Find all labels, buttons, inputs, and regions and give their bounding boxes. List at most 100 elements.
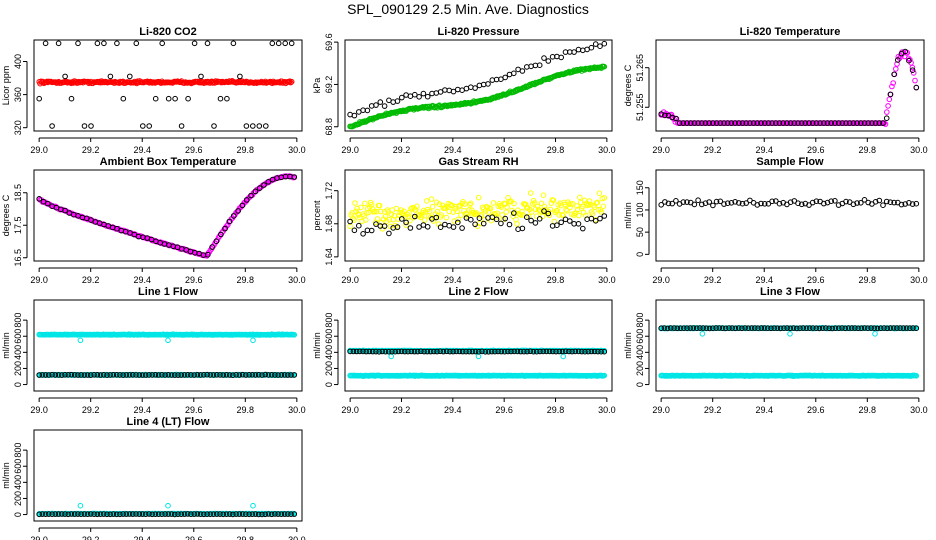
overlay-point xyxy=(821,120,827,126)
overlay-point xyxy=(511,70,517,77)
overlay-point xyxy=(155,511,162,518)
overlay-point xyxy=(159,40,165,47)
overlay-point xyxy=(379,348,386,355)
overlay-point xyxy=(265,511,272,517)
overlay-point xyxy=(269,40,276,47)
rh-point xyxy=(376,202,383,209)
co2-point xyxy=(288,78,295,85)
overlay-point xyxy=(416,224,422,230)
overlay-point xyxy=(673,198,679,204)
overlay-point xyxy=(252,372,259,378)
overlay-point xyxy=(94,40,101,47)
rh-point xyxy=(511,200,517,207)
overlay-point xyxy=(249,372,256,378)
overlay-point xyxy=(140,123,146,129)
overlay-point xyxy=(871,325,878,332)
overlay-point xyxy=(42,511,49,518)
overlay-point xyxy=(107,372,113,378)
overlay-point xyxy=(39,372,46,378)
overlay-point xyxy=(230,40,237,47)
overlay-point xyxy=(211,123,217,129)
overlay-point xyxy=(123,372,130,378)
overlay-point xyxy=(524,214,530,220)
rh-point xyxy=(443,214,450,221)
overlay-point xyxy=(230,372,236,379)
overlay-point xyxy=(424,93,431,100)
overlay-point xyxy=(673,115,679,122)
points-layer xyxy=(36,40,295,129)
rh-point xyxy=(527,190,534,196)
overlay-point xyxy=(165,95,172,102)
y-axis-label: Licor ppm xyxy=(1,66,11,106)
overlay-point xyxy=(761,201,768,207)
overlay-point xyxy=(94,511,101,518)
overlay-point xyxy=(71,372,78,378)
overlay-point xyxy=(175,372,181,378)
overlay-point xyxy=(84,372,91,378)
overlay-point xyxy=(780,120,787,126)
line1-point xyxy=(250,337,256,344)
overlay-point xyxy=(828,120,835,126)
overlay-point xyxy=(288,372,294,378)
rh-point xyxy=(503,209,510,215)
overlay-point xyxy=(545,58,552,64)
x-tick-label: 30.0 xyxy=(598,145,616,155)
overlay-point xyxy=(585,348,592,355)
overlay-point xyxy=(191,372,197,378)
overlay-point xyxy=(450,348,456,355)
points-layer xyxy=(658,197,920,209)
overlay-point xyxy=(285,511,291,517)
overlay-point xyxy=(68,95,75,102)
x-tick-label: 29.8 xyxy=(237,145,255,155)
points-layer xyxy=(347,40,608,130)
overlay-point xyxy=(368,227,375,234)
overlay-point xyxy=(591,348,598,355)
overlay-point xyxy=(732,120,738,126)
chart-title: Ambient Box Temperature xyxy=(100,156,237,168)
overlay-point xyxy=(541,55,547,61)
y-tick-label: 600 xyxy=(635,329,645,344)
overlay-point xyxy=(743,120,750,126)
overlay-point xyxy=(123,511,130,517)
overlay-point xyxy=(347,218,353,225)
overlay-point xyxy=(910,325,916,331)
overlay-point xyxy=(769,198,775,205)
overlay-point xyxy=(829,325,836,332)
overlay-point xyxy=(62,73,68,80)
overlay-point xyxy=(824,120,831,126)
overlay-point xyxy=(178,511,184,518)
rh-point xyxy=(362,200,368,207)
overlay-point xyxy=(81,123,88,129)
chart-temperature: Li-820 Temperature 29.0 29.2 29.4 29.6 29.8 30… xyxy=(623,26,928,155)
overlay-point xyxy=(224,95,230,102)
overlay-point xyxy=(226,218,233,225)
x-tick-label: 30.0 xyxy=(288,535,306,540)
overlay-point xyxy=(162,372,168,378)
overlay-point xyxy=(188,372,194,378)
rh-point xyxy=(497,203,504,209)
y-axis-label: ml/min xyxy=(1,332,11,359)
overlay-point xyxy=(49,123,55,129)
line4-point xyxy=(250,502,256,509)
overlay-point xyxy=(220,372,226,378)
overlay-point xyxy=(181,511,188,517)
rh-point xyxy=(374,216,381,222)
y-tick-label: 800 xyxy=(13,443,23,458)
overlay-point xyxy=(674,325,681,332)
overlay-point xyxy=(201,511,207,518)
overlay-point xyxy=(854,200,860,206)
overlay-point xyxy=(819,325,826,332)
rh-point xyxy=(585,201,592,208)
overlay-point xyxy=(456,348,463,355)
overlay-point xyxy=(373,348,379,355)
overlay-point xyxy=(205,251,211,258)
overlay-point xyxy=(440,348,447,355)
x-tick-label: 29.4 xyxy=(133,535,151,540)
y-tick-label: 200 xyxy=(324,361,334,376)
overlay-point xyxy=(773,120,779,126)
overlay-point xyxy=(285,372,291,378)
rh-point xyxy=(358,204,364,211)
overlay-point xyxy=(703,325,710,332)
overlay-point xyxy=(514,348,521,355)
overlay-point xyxy=(146,372,152,378)
